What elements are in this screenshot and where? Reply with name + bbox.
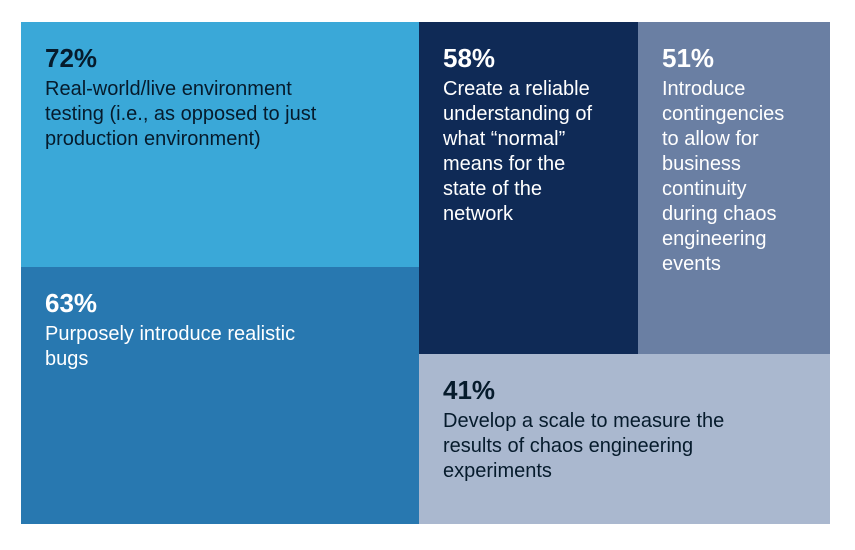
tile-51-percent: 51% (662, 44, 806, 73)
tile-63-percent: 63% (45, 289, 395, 318)
tile-58: 58% Create a reliable understanding of w… (419, 22, 638, 354)
tile-58-desc: Create a reliable understanding of what … (443, 77, 613, 227)
infographic-canvas: 72% Real-world/live environment testing … (0, 0, 855, 550)
tile-72-percent: 72% (45, 44, 395, 73)
tile-41: 41% Develop a scale to measure the resul… (419, 354, 830, 524)
tile-63-desc: Purposely introduce realistic bugs (45, 322, 305, 372)
tile-72: 72% Real-world/live environment testing … (21, 22, 419, 267)
tile-51: 51% Introduce contingencies to allow for… (638, 22, 830, 354)
tile-72-desc: Real-world/live environment testing (i.e… (45, 77, 355, 152)
tile-63: 63% Purposely introduce realistic bugs (21, 267, 419, 524)
tile-41-percent: 41% (443, 376, 806, 405)
tile-41-desc: Develop a scale to measure the results o… (443, 409, 763, 484)
tile-58-percent: 58% (443, 44, 614, 73)
tile-51-desc: Introduce contingencies to allow for bus… (662, 77, 806, 277)
